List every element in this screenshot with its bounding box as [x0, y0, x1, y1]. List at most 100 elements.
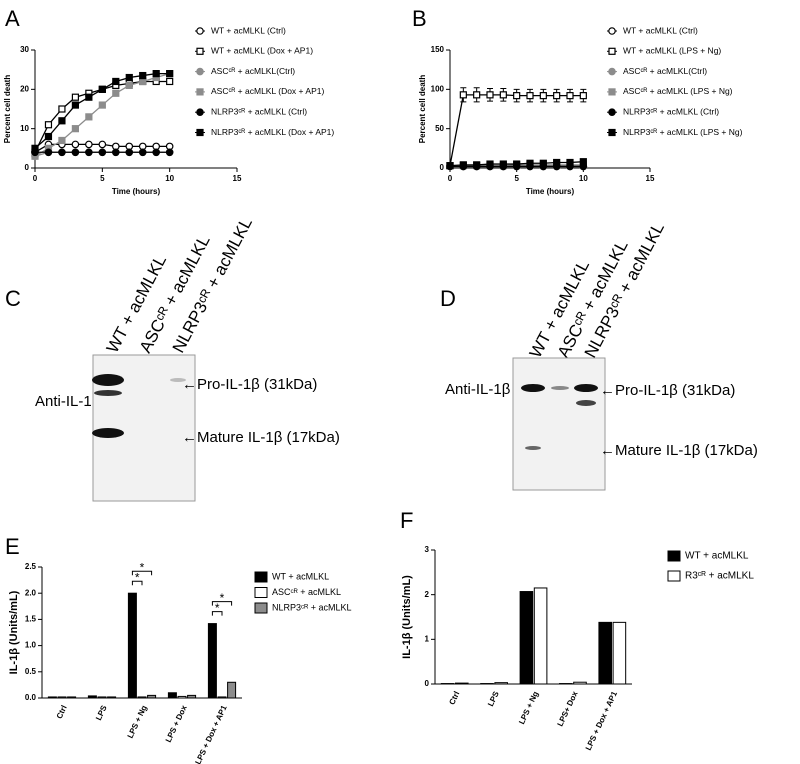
legend-label: NLRP3ᶜᴿ + acMLKL (Ctrl): [623, 106, 719, 116]
marker: [85, 140, 93, 149]
marker: [139, 71, 147, 80]
x-tick-label: LPS: [94, 703, 109, 722]
bar: [494, 682, 508, 685]
marker: [499, 91, 507, 99]
marker: [539, 92, 547, 100]
marker: [112, 148, 120, 157]
marker: [486, 91, 494, 99]
marker: [112, 77, 120, 86]
panel-letter: F: [400, 508, 413, 533]
y-axis-label: Percent cell death: [418, 75, 427, 144]
x-tick-label: LPS + Dox + AP1: [584, 689, 620, 751]
marker: [152, 148, 161, 157]
x-tick-label: 0: [448, 174, 453, 183]
y-tick-label: 1.0: [25, 641, 37, 650]
significance-label: *: [140, 560, 145, 574]
legend-label: NLRP3ᶜᴿ + acMLKL (Dox + AP1): [211, 127, 334, 137]
marker: [139, 77, 147, 86]
x-tick-label: 5: [514, 174, 519, 183]
panel-letter: A: [5, 6, 20, 31]
band: [576, 400, 596, 406]
significance-bracket: [131, 580, 143, 586]
marker: [31, 144, 39, 152]
legend-label: ASCᶜᴿ + acMLKL(Ctrl): [623, 66, 707, 76]
x-tick-label: 10: [579, 174, 588, 183]
bar: [533, 587, 548, 685]
x-tick-label: 5: [100, 174, 105, 183]
marker: [58, 117, 66, 125]
y-tick-label: 3: [425, 545, 430, 554]
bar: [227, 681, 237, 699]
legend-swatch: [667, 570, 681, 582]
marker: [566, 92, 574, 100]
bar: [147, 694, 157, 699]
marker: [539, 159, 547, 167]
band: [92, 374, 124, 386]
y-tick-label: 0: [440, 163, 445, 172]
band: [170, 378, 186, 382]
legend-marker: [608, 108, 616, 117]
marker: [579, 158, 587, 166]
marker: [98, 148, 107, 157]
y-tick-label: 100: [431, 84, 445, 93]
significance-bracket: [211, 601, 233, 606]
blot-d: D Anti-IL-1β WT + acMLKL ASCᶜᴿ + acMLKL …: [440, 219, 758, 491]
bar: [127, 592, 137, 699]
legend-label: ASCᶜᴿ + acMLKL: [272, 587, 341, 597]
band-label: ←Mature IL-1β (17kDa): [600, 442, 758, 459]
y-axis-label: IL-1β (Units/mL): [8, 590, 20, 674]
marker: [459, 91, 467, 99]
marker: [71, 93, 80, 101]
x-tick-label: LPS + Ng: [517, 690, 540, 726]
marker: [71, 101, 80, 109]
y-tick-label: 150: [431, 45, 445, 54]
y-tick-label: 2: [425, 590, 430, 599]
significance-bracket: [131, 570, 153, 576]
marker: [486, 160, 494, 168]
legend-marker: [608, 47, 616, 55]
antibody-label: Anti-IL-1β: [35, 393, 101, 410]
marker: [459, 161, 467, 169]
marker: [71, 125, 80, 133]
marker: [85, 93, 93, 101]
band: [92, 428, 124, 438]
x-tick-label: LPS + Dox: [164, 703, 189, 743]
x-tick-label: 10: [165, 174, 174, 183]
blot-c: C Anti-IL-1β WT + acMLKL ASCᶜᴿ + acMLKL …: [5, 214, 340, 502]
legend-marker: [196, 88, 204, 96]
band: [574, 384, 598, 392]
y-axis-label: IL-1β (Units/mL): [401, 575, 413, 659]
marker: [71, 140, 80, 149]
marker: [526, 159, 534, 167]
legend-marker: [196, 128, 204, 137]
x-tick-label: 15: [233, 174, 242, 183]
marker: [152, 69, 160, 78]
series-line: [449, 94, 584, 166]
y-tick-label: 0.5: [25, 667, 37, 676]
marker: [125, 148, 134, 157]
marker: [112, 89, 120, 97]
marker: [125, 81, 133, 90]
legend-swatch: [667, 550, 681, 562]
bar: [87, 695, 97, 699]
bar: [47, 696, 57, 699]
panel-letter: C: [5, 286, 21, 311]
legend-label: NLRP3ᶜᴿ + acMLKL (Ctrl): [211, 106, 307, 116]
bar: [137, 696, 147, 699]
legend-label: NLRP3ᶜᴿ + acMLKL (LPS + Ng): [623, 127, 743, 137]
x-tick-label: Ctrl: [55, 704, 69, 720]
y-axis-label: Percent cell death: [3, 75, 12, 144]
marker: [579, 92, 587, 100]
bar: [455, 682, 469, 685]
panel-letter: E: [5, 534, 20, 559]
marker: [58, 136, 66, 145]
panel-letter: D: [440, 286, 456, 311]
legend-label: WT + acMLKL (LPS + Ng): [623, 46, 721, 56]
marker: [44, 121, 53, 129]
band-label: ←Mature IL-1β (17kDa): [182, 429, 340, 446]
legend-label: WT + acMLKL: [685, 551, 749, 562]
marker: [98, 101, 106, 109]
significance-bracket: [211, 611, 223, 616]
bar: [519, 591, 534, 685]
legend-swatch: [254, 602, 268, 614]
